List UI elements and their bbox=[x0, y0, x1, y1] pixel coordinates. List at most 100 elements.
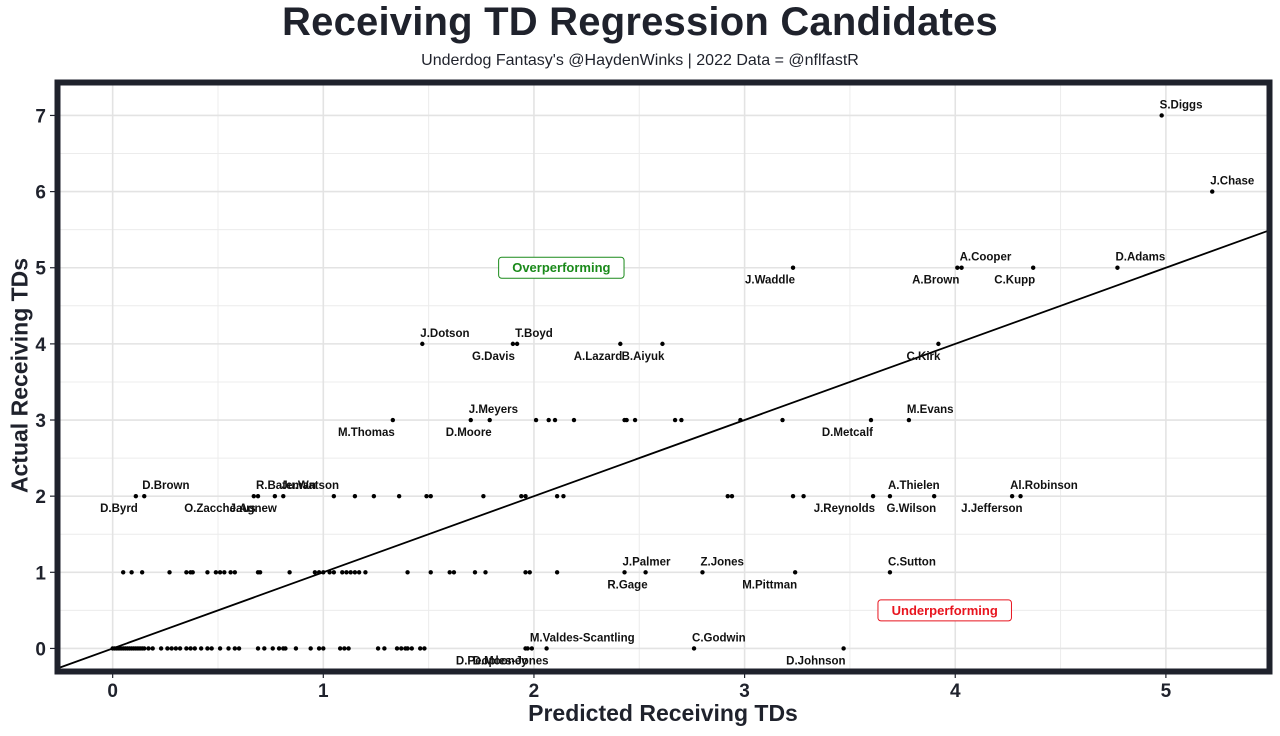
data-point bbox=[281, 493, 286, 499]
data-point bbox=[870, 493, 876, 499]
data-point bbox=[672, 417, 678, 423]
data-point bbox=[177, 646, 183, 651]
annotation-label: Overperforming bbox=[512, 260, 610, 275]
data-point bbox=[236, 646, 242, 651]
point-label: D.Mooney bbox=[473, 655, 529, 667]
x-tick-label: 1 bbox=[318, 681, 329, 702]
x-axis-ticks: 0 1 2 3 4 5 bbox=[107, 672, 1172, 702]
data-point bbox=[352, 570, 358, 575]
data-point bbox=[790, 493, 796, 499]
point-label: J.Reynolds bbox=[814, 503, 875, 515]
data-point bbox=[331, 570, 337, 575]
data-point bbox=[447, 570, 452, 575]
data-point bbox=[887, 493, 893, 499]
data-point bbox=[205, 646, 210, 651]
data-point bbox=[1159, 113, 1164, 118]
point-label: J.Palmer bbox=[623, 556, 671, 568]
point-label: T.Boyd bbox=[515, 328, 553, 340]
data-point bbox=[308, 646, 313, 651]
data-point bbox=[725, 493, 730, 499]
data-point bbox=[217, 570, 223, 575]
point-label: O.Zaccheaus bbox=[184, 503, 256, 515]
point-label: J.Chase bbox=[1210, 176, 1254, 188]
point-label: Z.Jones bbox=[700, 556, 743, 568]
data-point bbox=[660, 341, 665, 347]
data-point bbox=[1018, 493, 1023, 499]
data-point bbox=[169, 646, 174, 651]
data-point bbox=[272, 493, 278, 499]
data-point bbox=[405, 570, 410, 575]
point-label: C.Godwin bbox=[692, 632, 746, 644]
data-point bbox=[691, 646, 697, 651]
data-point bbox=[371, 493, 377, 499]
data-point bbox=[120, 570, 126, 575]
point-label: A.Thielen bbox=[888, 480, 940, 492]
data-point bbox=[519, 493, 524, 499]
point-label: C.Sutton bbox=[888, 556, 936, 568]
data-point bbox=[283, 646, 288, 651]
data-point bbox=[262, 646, 267, 651]
annotation-box bbox=[498, 256, 625, 279]
data-point bbox=[321, 570, 326, 575]
point-label: R.Gage bbox=[607, 579, 647, 591]
data-point bbox=[146, 646, 151, 651]
data-point bbox=[738, 417, 743, 423]
data-point bbox=[184, 570, 189, 575]
y-tick-label: 1 bbox=[35, 563, 46, 584]
data-point bbox=[468, 417, 473, 423]
plot-background bbox=[60, 85, 1267, 669]
point-label: D.Byrd bbox=[100, 503, 138, 515]
data-point bbox=[959, 265, 964, 270]
data-point bbox=[561, 493, 566, 499]
data-point bbox=[394, 646, 400, 651]
data-point bbox=[390, 417, 396, 423]
point-label: J.Waddle bbox=[745, 275, 795, 287]
data-point bbox=[257, 570, 263, 575]
data-point bbox=[190, 570, 195, 575]
data-point bbox=[936, 341, 941, 347]
data-point bbox=[428, 570, 433, 575]
data-point bbox=[527, 570, 532, 575]
data-point bbox=[409, 646, 414, 651]
point-label: D.Moore bbox=[446, 427, 492, 439]
data-point bbox=[139, 570, 145, 575]
data-point bbox=[510, 341, 516, 347]
x-tick-label: 5 bbox=[1161, 681, 1172, 702]
point-label: D.Johnson bbox=[786, 655, 845, 667]
x-tick-label: 2 bbox=[529, 681, 540, 702]
point-label: G.Wilson bbox=[886, 503, 936, 515]
data-point bbox=[533, 417, 539, 423]
data-point bbox=[205, 570, 210, 575]
data-point bbox=[251, 493, 256, 499]
data-point bbox=[422, 646, 427, 651]
plot-panel-border bbox=[54, 79, 1273, 675]
data-point bbox=[129, 570, 134, 575]
data-point bbox=[363, 570, 368, 575]
data-point bbox=[451, 570, 457, 575]
data-point bbox=[1115, 265, 1120, 270]
data-point bbox=[228, 570, 233, 575]
y-tick-label: 6 bbox=[35, 183, 46, 204]
x-axis-label: Predicted Receiving TDs bbox=[528, 700, 798, 726]
data-point bbox=[643, 570, 648, 575]
data-point bbox=[544, 646, 549, 651]
data-point bbox=[418, 646, 423, 651]
point-label: D.Adams bbox=[1115, 252, 1165, 264]
data-point bbox=[348, 570, 353, 575]
point-label: D.Brown bbox=[142, 480, 189, 492]
point-label: C.Kirk bbox=[907, 351, 941, 363]
data-point bbox=[546, 417, 551, 423]
data-point bbox=[293, 646, 299, 651]
data-point bbox=[841, 646, 846, 651]
annotation-box bbox=[877, 599, 1012, 622]
data-point bbox=[312, 570, 318, 575]
data-point bbox=[158, 646, 164, 651]
data-point bbox=[1210, 189, 1215, 194]
point-label: Ju.Watson bbox=[281, 480, 339, 492]
data-point bbox=[679, 417, 684, 423]
x-tick-label: 0 bbox=[107, 681, 118, 702]
data-point bbox=[887, 570, 893, 575]
data-point bbox=[316, 646, 322, 651]
point-label: C.Kupp bbox=[994, 275, 1035, 287]
data-point bbox=[514, 341, 520, 347]
